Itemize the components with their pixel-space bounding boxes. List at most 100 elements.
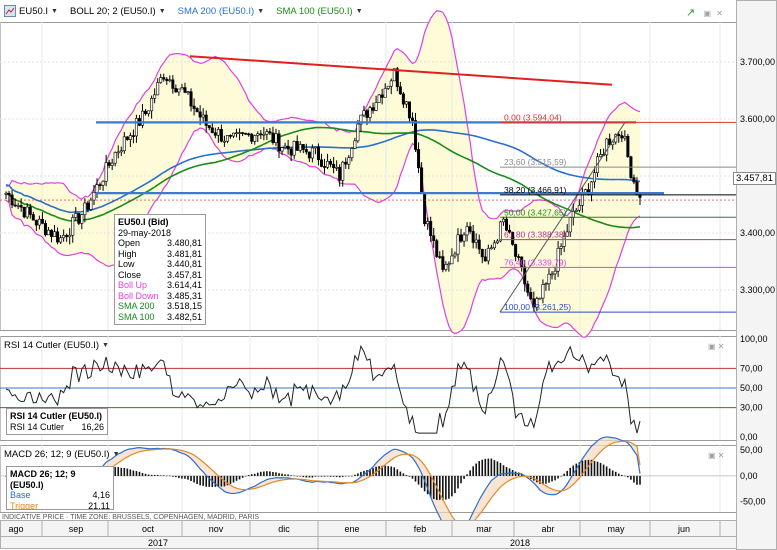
close-icon[interactable]: ✕	[717, 342, 725, 351]
candle-body	[183, 87, 187, 93]
candle-body	[298, 144, 302, 151]
macd-pane-title[interactable]: MACD 26; 12; 9 (EU50.I) ▼	[4, 449, 120, 460]
candle-body	[174, 88, 178, 93]
maximize-icon[interactable]: ▣	[708, 342, 716, 351]
candle-body	[301, 144, 305, 150]
sma100-indicator[interactable]: SMA 100 (EU50.I) ▼	[276, 6, 363, 17]
candle-body	[253, 135, 257, 142]
candle-body	[335, 166, 339, 169]
macd-histogram-bar	[405, 474, 408, 476]
candle-body	[271, 132, 275, 143]
maximize-icon[interactable]: ▣	[708, 451, 716, 460]
candle-body	[186, 91, 190, 94]
candle-body	[492, 242, 496, 249]
macd-histogram-bar	[120, 467, 123, 476]
candle-body	[511, 231, 515, 245]
boll-label: BOLL 20; 2 (EU50.I)	[69, 5, 156, 17]
macd-histogram-bar	[505, 467, 508, 476]
macd-histogram-bar	[172, 475, 174, 477]
y-tick-label: 3.600,00	[740, 114, 775, 124]
macd-histogram-bar	[554, 475, 556, 481]
year-label: 2017	[148, 538, 168, 548]
candle-body	[232, 132, 236, 137]
candle-body	[547, 273, 551, 285]
info-row-value: 3.485,31	[166, 290, 202, 301]
fibonacci-level-label: 23,60 (3.515,59)	[504, 157, 567, 167]
macd-histogram-bar	[308, 475, 311, 478]
candle-body	[104, 162, 108, 182]
candle-body	[43, 223, 47, 236]
macd-histogram-bar	[184, 475, 186, 479]
close-icon[interactable]: ✕	[716, 9, 723, 18]
candle-body	[592, 172, 596, 183]
macd-histogram-bar	[323, 475, 326, 477]
macd-histogram-bar	[302, 475, 305, 478]
macd-histogram-bar	[478, 461, 481, 476]
candle-body	[50, 229, 54, 237]
candle-body	[365, 110, 369, 118]
sma200-label: SMA 200 (EU50.I)	[177, 5, 255, 17]
footer-note: Indicative price · Time Zone: Brussels, …	[2, 514, 260, 521]
candle-body	[165, 78, 169, 81]
candle-body	[392, 68, 396, 82]
chart-header: EU50.I ▼ BOLL 20; 2 (EU50.I) ▼ SMA 200 (…	[0, 0, 736, 22]
candle-body	[562, 236, 566, 247]
candle-body	[626, 136, 630, 158]
close-icon[interactable]: ✕	[717, 451, 725, 460]
macd-histogram-bar	[469, 470, 471, 476]
macd-histogram-bar	[235, 475, 238, 481]
macd-histogram-bar	[266, 471, 268, 476]
candle-body	[498, 221, 502, 242]
macd-histogram-bar	[375, 466, 377, 476]
sma200-indicator[interactable]: SMA 200 (EU50.I) ▼	[178, 6, 265, 17]
candle-body	[407, 101, 411, 119]
candle-body	[7, 192, 11, 196]
maximize-icon[interactable]: ▣	[703, 9, 712, 18]
rsi-pane-title[interactable]: RSI 14 Cutler (EU50.I) ▼	[4, 340, 109, 351]
candle-body	[304, 149, 308, 153]
rsi-tick-label: 50,00	[740, 383, 763, 393]
instrument-label: EU50.I	[19, 5, 49, 17]
info-row-label: Close	[118, 269, 142, 280]
candle-body	[295, 141, 299, 151]
macd-histogram-bar	[617, 473, 620, 476]
macd-histogram-bar	[445, 475, 447, 500]
instrument-selector[interactable]: EU50.I ▼	[4, 5, 58, 17]
candle-body	[219, 129, 223, 142]
candle-body	[159, 77, 163, 83]
candle-body	[517, 256, 521, 258]
info-row: Open 3.480,81	[118, 238, 202, 249]
info-row-value: 3.440,81	[166, 259, 202, 269]
candle-body	[89, 199, 93, 210]
rsi-info-title: RSI 14 Cutler (EU50.I)	[10, 411, 103, 421]
candle-body	[195, 108, 199, 113]
rsi-pane-controls: ▣ ✕	[708, 342, 725, 351]
candle-body	[46, 229, 50, 236]
candle-body	[505, 218, 509, 231]
y-axis-strip	[736, 0, 777, 550]
macd-histogram-bar	[399, 471, 402, 476]
candle-body	[465, 226, 469, 236]
candle-body	[19, 205, 23, 208]
candle-body	[356, 123, 360, 142]
macd-histogram-bar	[281, 473, 283, 476]
candle-body	[292, 141, 296, 156]
macd-histogram-bar	[548, 475, 550, 483]
trend-icon[interactable]: ↗	[686, 7, 696, 19]
candle-body	[122, 136, 126, 152]
boll-indicator[interactable]: BOLL 20; 2 (EU50.I) ▼	[70, 6, 166, 17]
candle-body	[235, 132, 239, 134]
macd-histogram-bar	[296, 475, 299, 477]
candle-body	[25, 206, 29, 218]
macd-histogram-bar	[299, 475, 302, 477]
macd-histogram-bar	[517, 472, 520, 476]
candle-body	[59, 237, 63, 243]
year-label: 2018	[510, 538, 530, 548]
candle-body	[556, 248, 560, 272]
candle-body	[401, 93, 405, 105]
candle-body	[520, 256, 524, 268]
rsi-pane-label: RSI 14 Cutler (EU50.I)	[4, 340, 100, 351]
candle-body	[128, 135, 132, 140]
candle-body	[228, 135, 232, 137]
candle-body	[277, 133, 281, 152]
